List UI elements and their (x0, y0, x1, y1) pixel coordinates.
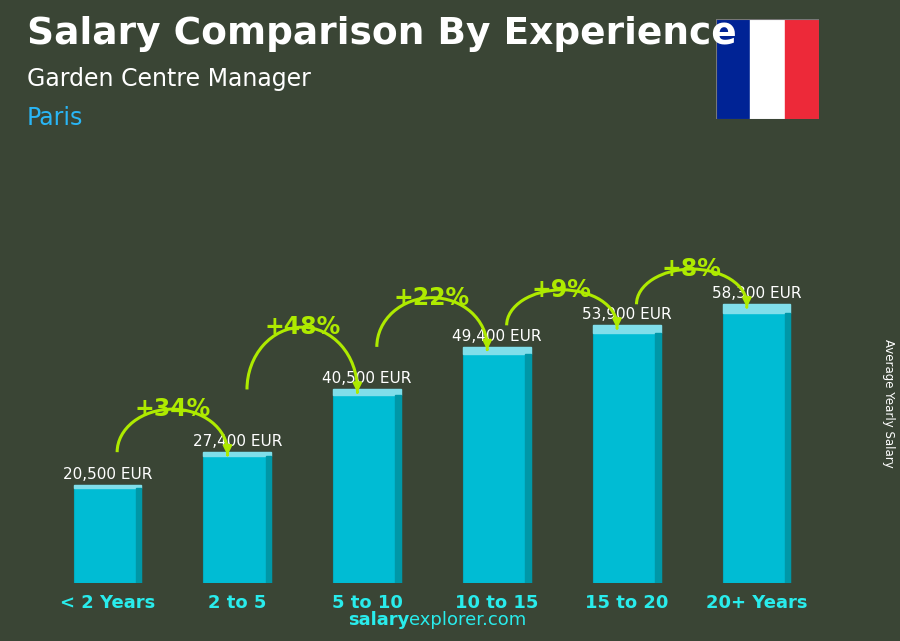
Bar (723, 304, 790, 583)
Text: Salary Comparison By Experience: Salary Comparison By Experience (27, 16, 737, 52)
Bar (74, 485, 141, 583)
Bar (74, 485, 141, 488)
Text: 49,400 EUR: 49,400 EUR (452, 329, 542, 344)
Text: +22%: +22% (394, 286, 470, 310)
Bar (750, 19, 785, 119)
Bar (723, 304, 790, 313)
Text: +34%: +34% (134, 397, 211, 421)
Bar (655, 333, 661, 583)
Text: +48%: +48% (264, 315, 340, 339)
Bar (716, 19, 750, 119)
Text: +8%: +8% (662, 257, 722, 281)
Bar (464, 347, 531, 354)
Bar (136, 488, 141, 583)
Bar (203, 452, 271, 456)
Bar (593, 326, 661, 583)
Text: Average Yearly Salary: Average Yearly Salary (883, 340, 896, 468)
Text: 20,500 EUR: 20,500 EUR (63, 467, 152, 482)
Text: Paris: Paris (27, 106, 84, 129)
Bar (333, 390, 400, 583)
Bar (785, 313, 790, 583)
Text: 40,500 EUR: 40,500 EUR (322, 371, 412, 386)
Bar (395, 395, 400, 583)
Text: Garden Centre Manager: Garden Centre Manager (27, 67, 310, 91)
Text: salary: salary (348, 612, 410, 629)
Bar (333, 390, 400, 395)
Text: +9%: +9% (532, 278, 592, 302)
Text: 27,400 EUR: 27,400 EUR (193, 434, 282, 449)
Bar (785, 19, 819, 119)
Text: 58,300 EUR: 58,300 EUR (712, 286, 801, 301)
Bar (203, 452, 271, 583)
Bar (526, 354, 531, 583)
Bar (266, 456, 271, 583)
Bar (464, 347, 531, 583)
Bar (593, 326, 661, 333)
Text: 53,900 EUR: 53,900 EUR (582, 307, 671, 322)
Text: explorer.com: explorer.com (410, 612, 526, 629)
